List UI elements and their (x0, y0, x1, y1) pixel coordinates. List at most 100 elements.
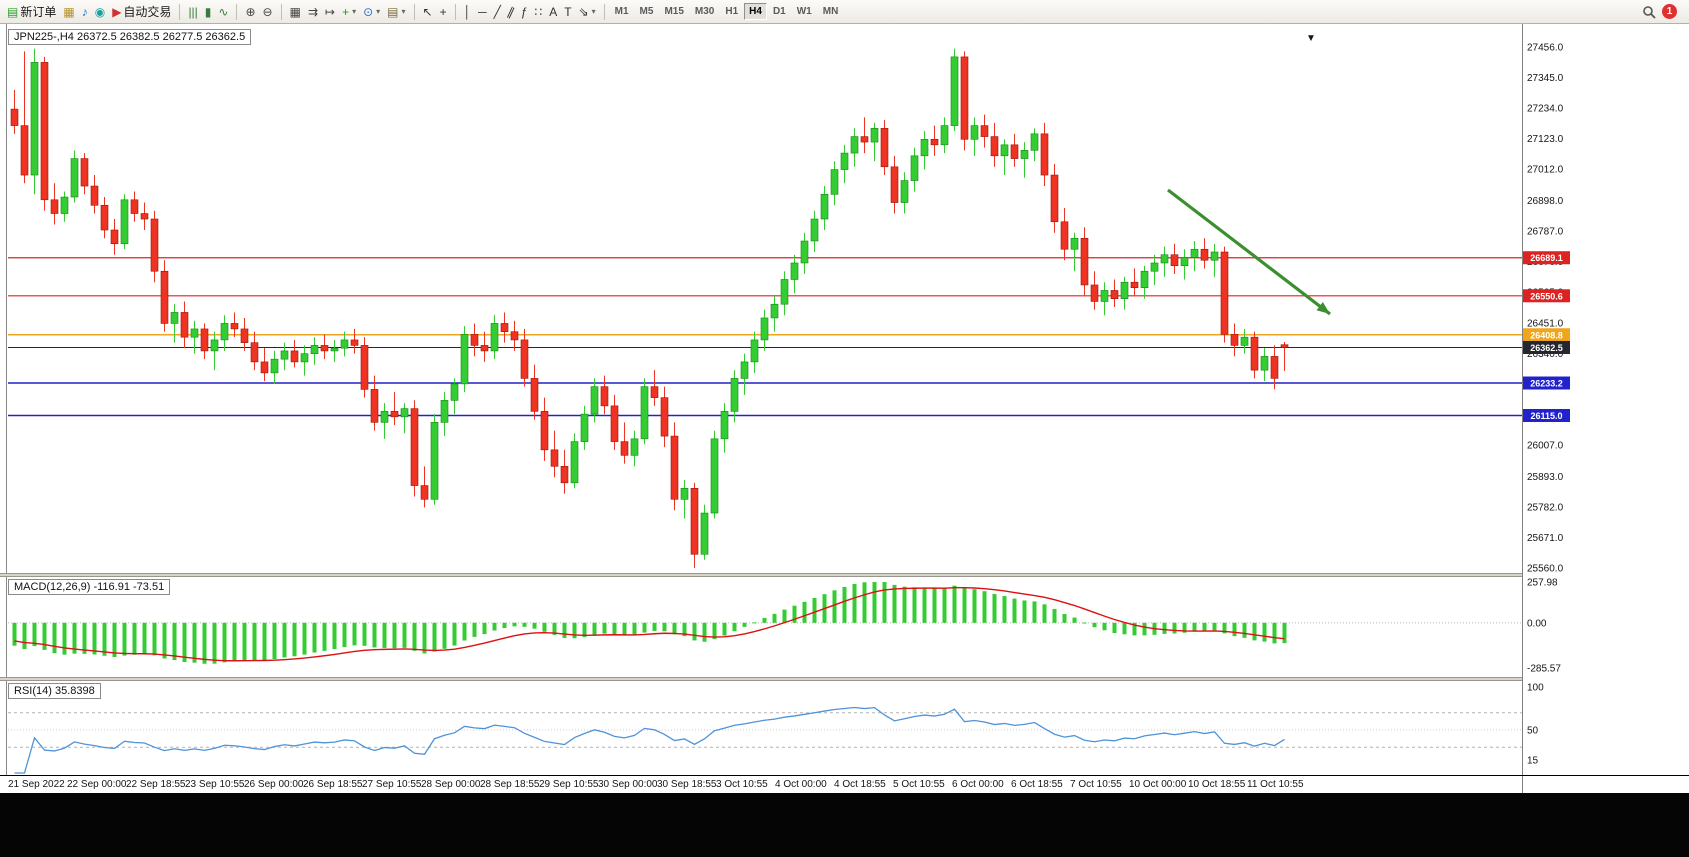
dropdown-arrow-icon: ▾ (352, 7, 357, 16)
svg-text:6 Oct 00:00: 6 Oct 00:00 (952, 779, 1004, 790)
svg-text:10 Oct 18:55: 10 Oct 18:55 (1188, 779, 1246, 790)
bar-chart-button[interactable]: ||| (185, 2, 200, 22)
new-order-icon: ▤ (7, 4, 19, 19)
vertical-line-button[interactable]: │ (461, 2, 475, 22)
channel-button[interactable]: ∥ (505, 2, 517, 22)
timeframe-h1-button[interactable]: H1 (725, 6, 739, 17)
chart-window[interactable]: JPN225-,H4 26372.5 26382.5 26277.5 26362… (0, 24, 1689, 793)
timeframe-h4-button[interactable]: H4 (744, 3, 767, 20)
zoom-out-button[interactable]: ⊖ (260, 2, 276, 22)
svg-text:27012.0: 27012.0 (1527, 165, 1564, 176)
toolbar: ▤ 新订单 ▦ ♪ ◉ ▶ 自动交易 ||| ▮ ∿ ⊕ ⊖ ▦ ⇉ ↦ + ▾ ⊙ ▾ ▤ ▾ ↖ + │ ─ ╱ ∥ ƒ ∷ A T ⇘ ▾… (0, 0, 1689, 24)
toolbar-separator (454, 3, 456, 20)
svg-text:26787.0: 26787.0 (1527, 226, 1564, 237)
periods-button[interactable]: ⊙ ▾ (360, 2, 383, 22)
crosshair-button[interactable]: + (437, 2, 450, 22)
svg-text:4 Oct 18:55: 4 Oct 18:55 (834, 779, 886, 790)
charts-button[interactable]: ▦ (60, 2, 77, 22)
svg-text:25782.0: 25782.0 (1527, 502, 1564, 513)
shapes-icon: ∷ (534, 4, 543, 19)
auto-trading-button[interactable]: ▶ 自动交易 (109, 2, 174, 22)
new-order-button[interactable]: ▤ 新订单 (4, 2, 59, 22)
trendline-button[interactable]: ╱ (491, 2, 504, 22)
rsi-indicator-label: RSI(14) 35.8398 (8, 683, 101, 699)
chart-canvas[interactable]: ▼ 27456.0 27345.0 27234.0 27123.0 27012.0 2689… (0, 24, 1689, 793)
svg-text:26898.0: 26898.0 (1527, 196, 1564, 207)
new-order-button-label: 新订单 (20, 5, 57, 19)
svg-text:5 Oct 10:55: 5 Oct 10:55 (893, 779, 945, 790)
add-indicator-icon: + (342, 4, 350, 19)
timeframe-w1-button[interactable]: W1 (796, 6, 812, 17)
svg-text:26233.2: 26233.2 (1530, 379, 1563, 389)
label-icon: T (564, 4, 572, 19)
svg-text:29 Sep 10:55: 29 Sep 10:55 (539, 779, 599, 790)
svg-text:27 Sep 10:55: 27 Sep 10:55 (362, 779, 422, 790)
arrows-icon: ⇘ (578, 4, 589, 19)
svg-text:27123.0: 27123.0 (1527, 134, 1564, 145)
auto-trading-icon: ▶ (112, 4, 122, 19)
svg-text:50: 50 (1527, 726, 1539, 737)
arrows-button[interactable]: ⇘ ▾ (576, 2, 599, 22)
dropdown-arrow-icon: ▾ (376, 7, 381, 16)
rsi-line (14, 706, 1285, 774)
timeframe-d1-button[interactable]: D1 (772, 6, 786, 17)
svg-text:25893.0: 25893.0 (1527, 472, 1564, 483)
horizontal-line-button[interactable]: ─ (475, 2, 490, 22)
candlestick-chart-button[interactable]: ▮ (202, 2, 215, 22)
scroll-position-marker[interactable]: ▼ (1306, 33, 1316, 44)
bottom-bar (0, 793, 1689, 857)
svg-text:15: 15 (1527, 756, 1539, 767)
community-button[interactable]: ◉ (92, 2, 108, 22)
horizontal-line-icon: ─ (478, 4, 487, 19)
line-chart-button[interactable]: ∿ (215, 2, 231, 22)
auto-scroll-button[interactable]: ⇉ (305, 2, 321, 22)
notification-badge[interactable]: 1 (1662, 4, 1677, 19)
timeframe-m30-button[interactable]: M30 (694, 6, 715, 17)
sound-icon: ♪ (81, 4, 88, 19)
auto-trading-button-label: 自动交易 (123, 5, 172, 19)
fibonacci-icon: ƒ (520, 4, 528, 19)
svg-text:25560.0: 25560.0 (1527, 564, 1564, 575)
auto-scroll-icon: ⇉ (307, 4, 318, 19)
text-button[interactable]: A (546, 2, 560, 22)
cursor-button[interactable]: ↖ (420, 2, 436, 22)
timeframe-m5-button[interactable]: M5 (639, 6, 654, 17)
timeframe-mn-button[interactable]: MN (822, 6, 839, 17)
templates-button[interactable]: ▤ ▾ (384, 2, 408, 22)
search-button[interactable] (1639, 2, 1659, 22)
alert-sound-button[interactable]: ♪ (79, 2, 91, 22)
zoom-out-icon: ⊖ (262, 4, 273, 19)
shapes-button[interactable]: ∷ (532, 2, 546, 22)
zoom-in-button[interactable]: ⊕ (242, 2, 258, 22)
svg-text:28 Sep 00:00: 28 Sep 00:00 (421, 779, 481, 790)
dropdown-arrow-icon: ▾ (401, 7, 406, 16)
time-axis[interactable]: 21 Sep 2022 22 Sep 00:00 22 Sep 18:55 23 Se… (8, 779, 1304, 790)
svg-text:26340.0: 26340.0 (1527, 349, 1564, 360)
svg-text:28 Sep 18:55: 28 Sep 18:55 (480, 779, 540, 790)
svg-text:26408.8: 26408.8 (1530, 330, 1563, 340)
macd-indicator-label: MACD(12,26,9) -116.91 -73.51 (8, 579, 171, 595)
cursor-icon: ↖ (422, 4, 433, 19)
macd-signal-line (14, 586, 1285, 662)
channel-icon: ∥ (505, 3, 517, 20)
timeframe-m1-button[interactable]: M1 (614, 6, 629, 17)
trendline-icon: ╱ (493, 4, 501, 19)
chart-shift-icon: ↦ (325, 4, 336, 19)
svg-text:27234.0: 27234.0 (1527, 104, 1564, 115)
svg-text:22 Sep 18:55: 22 Sep 18:55 (126, 779, 186, 790)
tile-windows-button[interactable]: ▦ (287, 2, 304, 22)
fibonacci-button[interactable]: ƒ (518, 2, 531, 22)
add-indicator-button[interactable]: + ▾ (339, 2, 359, 22)
text-icon: A (549, 4, 558, 19)
zoom-in-icon: ⊕ (245, 4, 256, 19)
svg-text:10 Oct 00:00: 10 Oct 00:00 (1129, 779, 1187, 790)
bar-chart-icon: ||| (188, 4, 198, 19)
timeframe-m15-button[interactable]: M15 (664, 6, 684, 17)
svg-text:26362.5: 26362.5 (1530, 343, 1563, 353)
dropdown-arrow-icon: ▾ (591, 7, 596, 16)
label-button[interactable]: T (561, 2, 574, 22)
chart-shift-button[interactable]: ↦ (322, 2, 338, 22)
trend-arrow-annotation[interactable] (1167, 188, 1331, 316)
toolbar-separator (236, 3, 238, 20)
